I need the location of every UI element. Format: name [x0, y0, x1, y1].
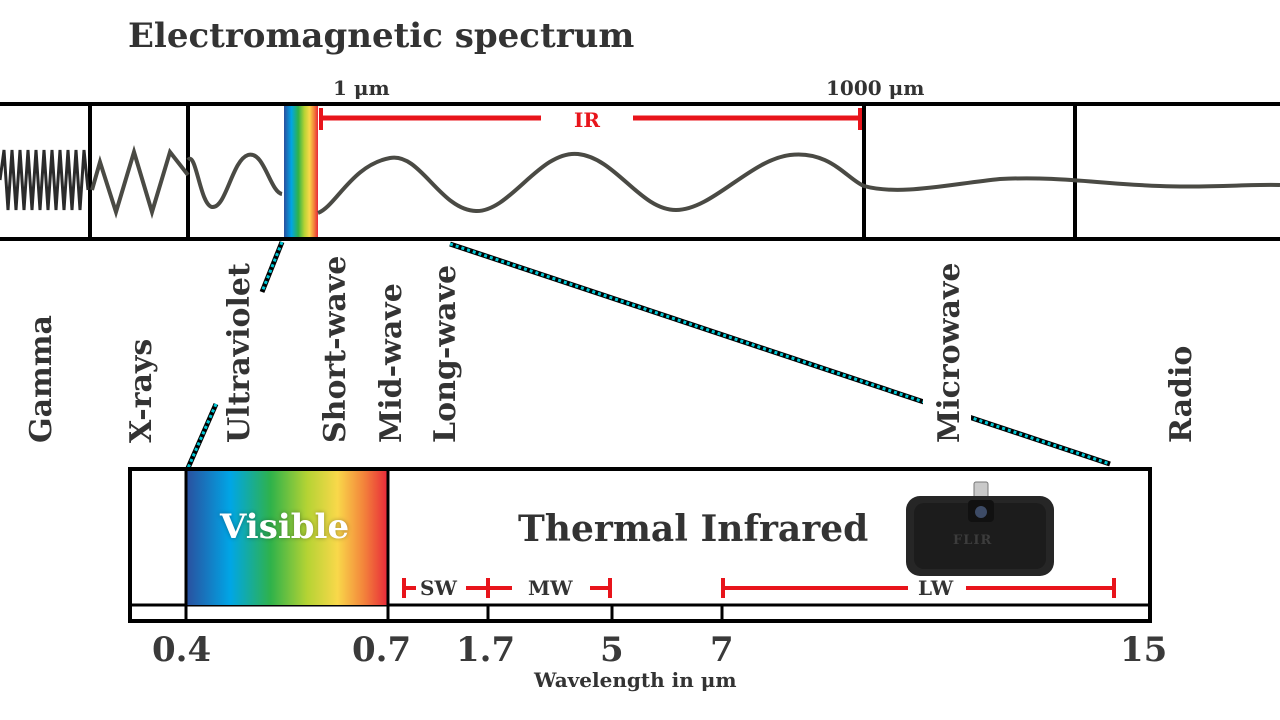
axis-tick-0-7: 0.7 [352, 630, 412, 670]
ir-label: IR [574, 108, 600, 132]
range-label-lw: LW [918, 576, 954, 600]
device-brand-label: FLIR [953, 533, 993, 548]
band-label-shortwave: Short-wave [318, 255, 353, 443]
band-label-gamma: Gamma [24, 315, 59, 443]
scale-label-1um: 1 μm [333, 76, 390, 100]
top-visible-strip [284, 106, 318, 237]
axis-tick-7: 7 [710, 630, 734, 670]
sw-range [402, 578, 490, 598]
band-label-microwave: Microwave [932, 262, 967, 443]
diagram-title: Electromagnetic spectrum [128, 16, 635, 56]
xray-wave [90, 145, 190, 219]
range-label-mw: MW [528, 576, 573, 600]
band-label-midwave: Mid-wave [374, 283, 409, 443]
band-label-longwave: Long-wave [428, 264, 463, 443]
visible-band [186, 471, 388, 605]
thermal-camera-image [906, 481, 1054, 576]
range-label-sw: SW [420, 576, 457, 600]
axis-tick-5: 5 [600, 630, 624, 670]
mw-range [490, 578, 612, 598]
top-spectrum-frame [0, 102, 1280, 241]
band-label-ultraviolet: Ultraviolet [222, 263, 257, 443]
lw-range [721, 578, 1116, 598]
visible-label: Visible [220, 507, 350, 547]
axis-tick-0-4: 0.4 [152, 630, 212, 670]
spectrum-wave [186, 151, 1280, 215]
axis-tick-15: 15 [1120, 630, 1168, 670]
ir-range-line [319, 108, 862, 130]
thermal-infrared-label: Thermal Infrared [518, 508, 869, 550]
gamma-wave [0, 149, 90, 211]
scale-label-1000um: 1000 μm [826, 76, 925, 100]
axis-label: Wavelength in μm [534, 668, 737, 692]
band-label-radio: Radio [1164, 345, 1199, 443]
axis-tick-1-7: 1.7 [456, 630, 516, 670]
zoom-panel [128, 467, 1152, 623]
band-label-xrays: X-rays [124, 338, 159, 443]
zoom-lines [185, 241, 1111, 470]
